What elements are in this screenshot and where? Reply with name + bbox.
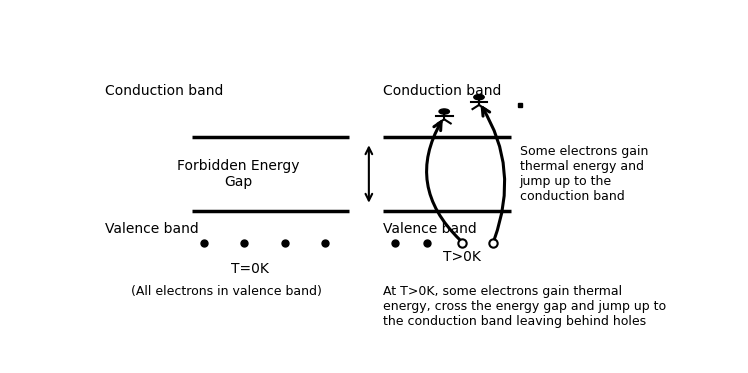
Text: Forbidden Energy
Gap: Forbidden Energy Gap — [177, 159, 300, 189]
Text: Conduction band: Conduction band — [383, 84, 502, 98]
Text: Conduction band: Conduction band — [105, 84, 224, 98]
Circle shape — [439, 109, 450, 114]
Text: T=0K: T=0K — [231, 262, 269, 276]
Text: Valence band: Valence band — [105, 222, 199, 236]
Circle shape — [473, 95, 484, 100]
Text: Some electrons gain
thermal energy and
jump up to the
conduction band: Some electrons gain thermal energy and j… — [520, 145, 648, 203]
Text: Valence band: Valence band — [383, 222, 477, 236]
Text: T>0K: T>0K — [443, 250, 480, 264]
Text: (All electrons in valence band): (All electrons in valence band) — [132, 285, 322, 298]
Text: At T>0K, some electrons gain thermal
energy, cross the energy gap and jump up to: At T>0K, some electrons gain thermal ene… — [383, 285, 666, 327]
